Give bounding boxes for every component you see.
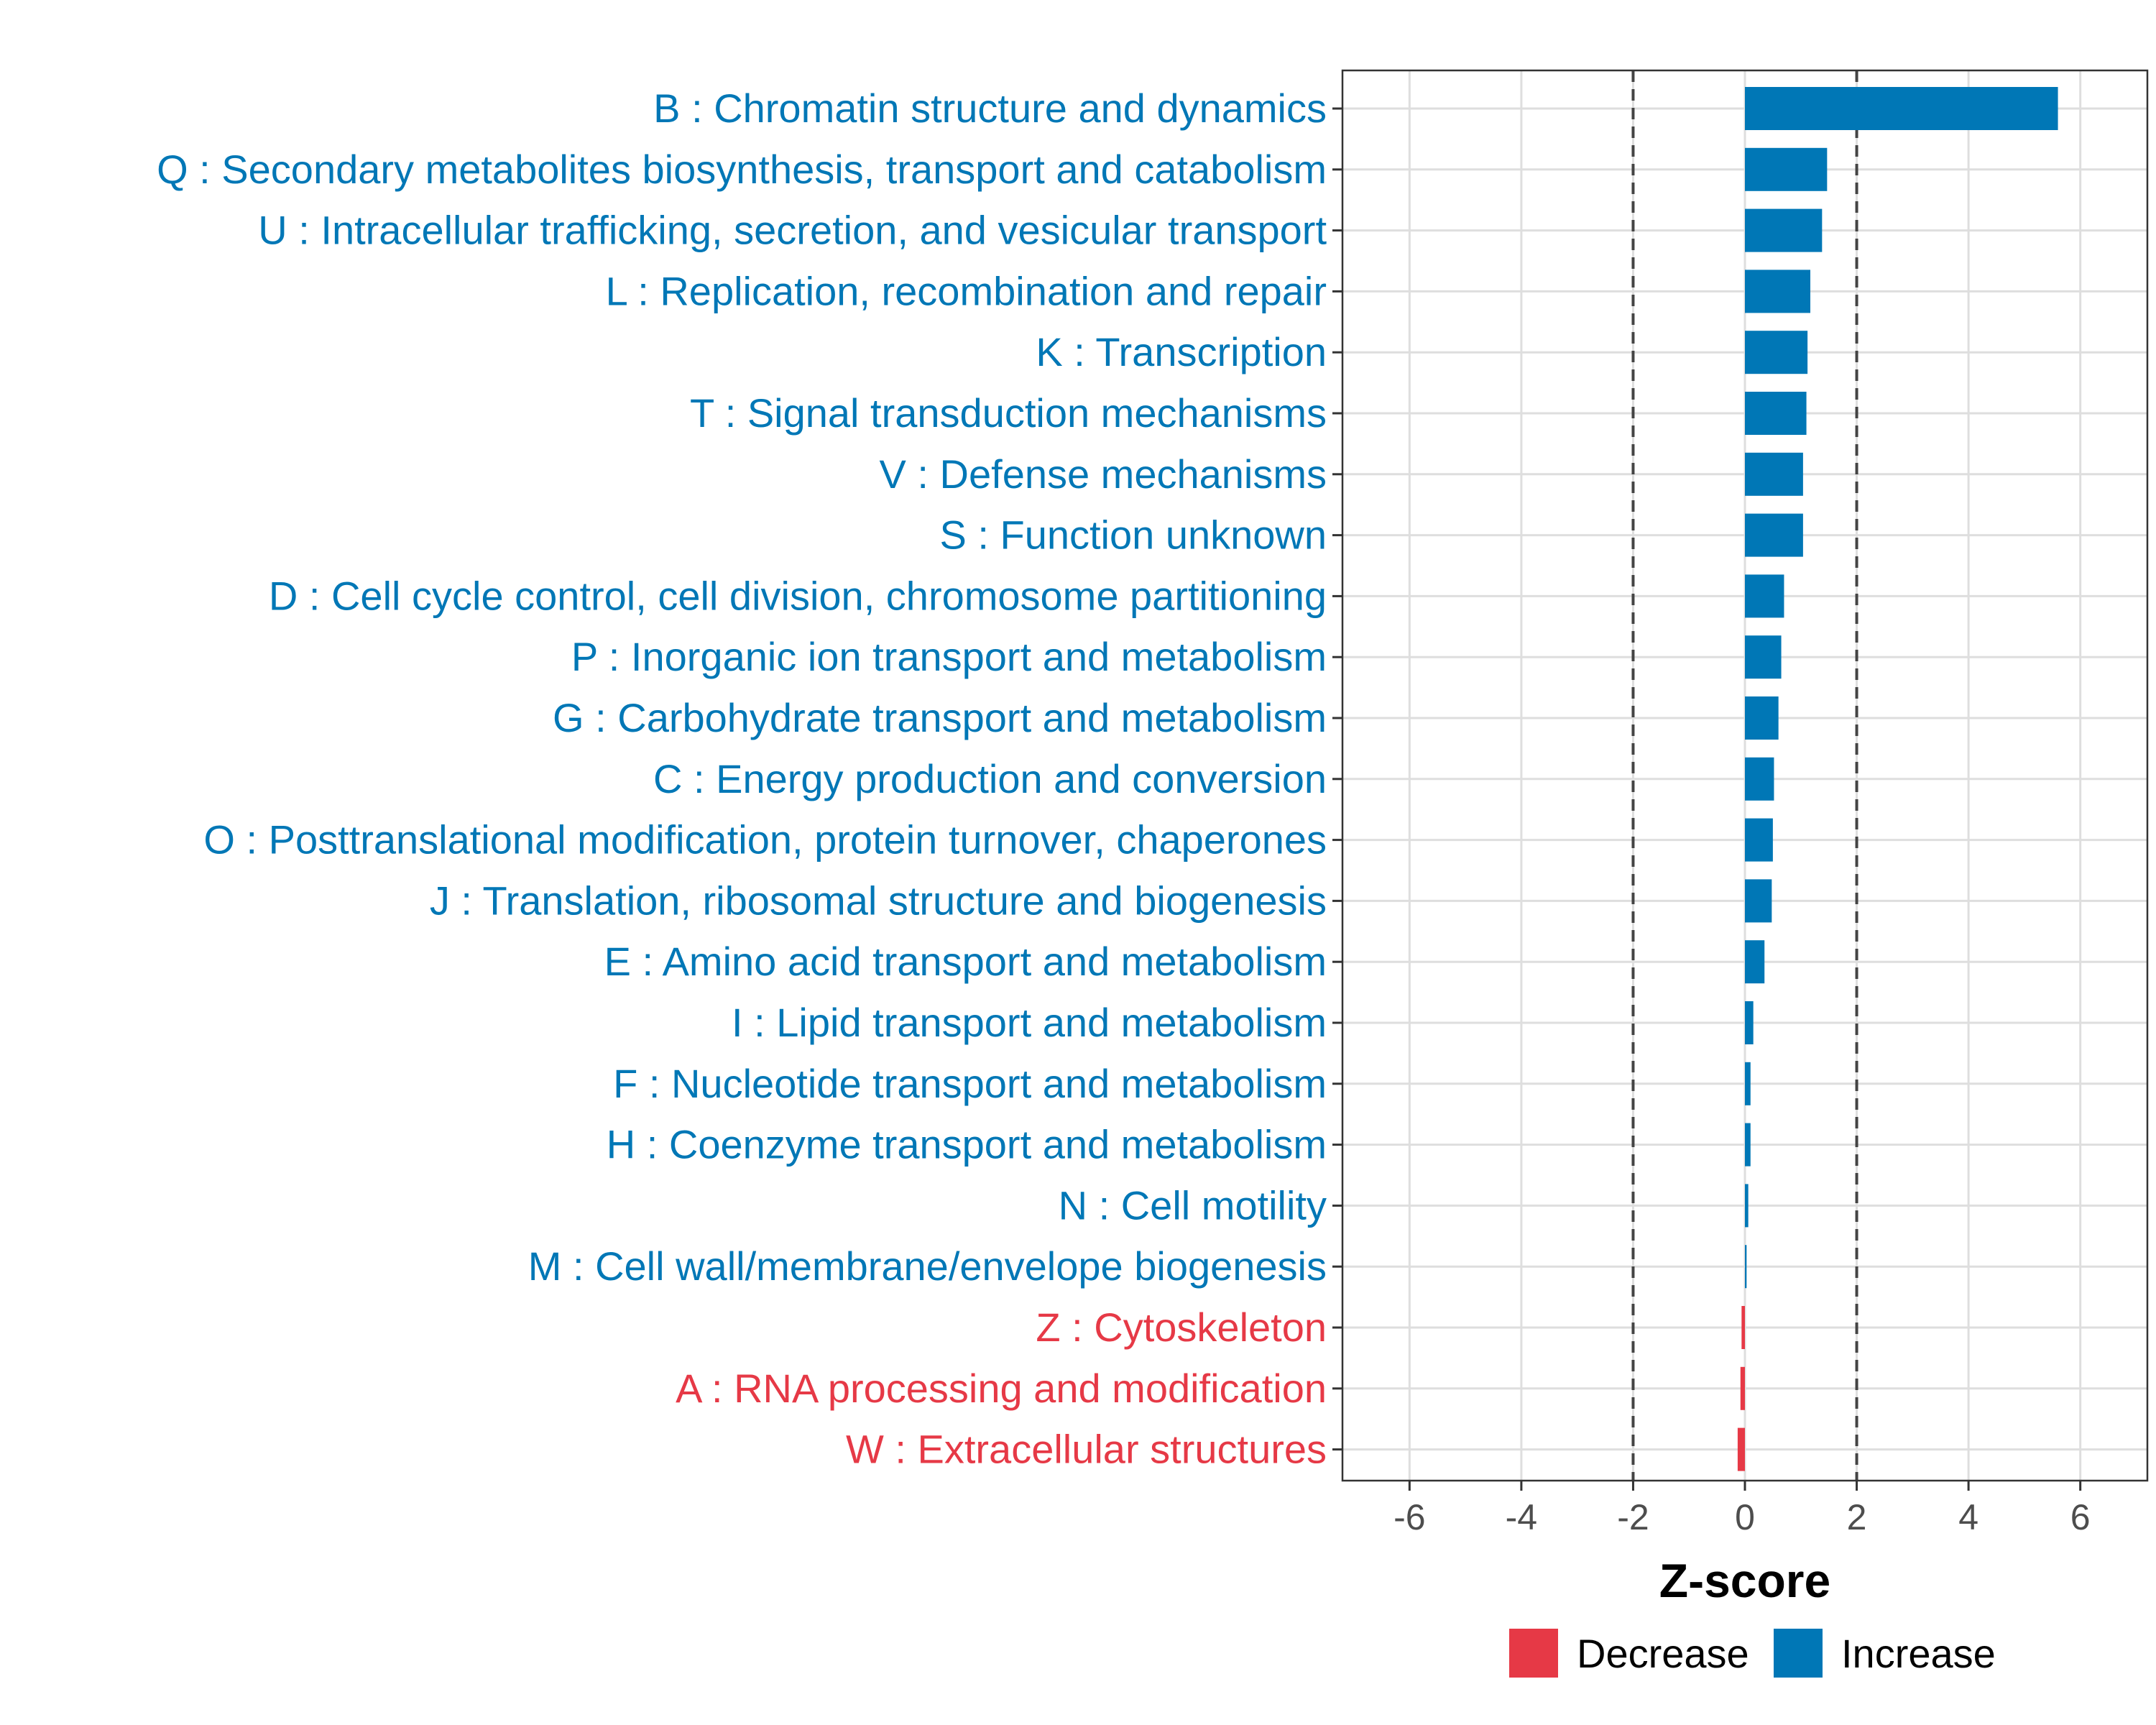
bar-5 (1745, 392, 1807, 435)
category-label-12: O : Posttranslational modification, prot… (203, 817, 1327, 862)
x-tick-label-0: -6 (1393, 1497, 1425, 1537)
legend-label-decrease: Decrease (1577, 1631, 1749, 1676)
bar-4 (1745, 331, 1808, 374)
bar-20 (1741, 1306, 1745, 1349)
category-label-16: F : Nucleotide transport and metabolism (613, 1061, 1327, 1106)
legend-label-increase: Increase (1841, 1631, 1996, 1676)
x-tick-label-2: -2 (1617, 1497, 1649, 1537)
bar-6 (1745, 452, 1803, 496)
category-label-8: D : Cell cycle control, cell division, c… (269, 573, 1327, 618)
category-label-18: N : Cell motility (1059, 1182, 1327, 1228)
bar-19 (1745, 1245, 1747, 1289)
category-label-2: U : Intracellular trafficking, secretion… (258, 208, 1327, 253)
bar-8 (1745, 574, 1784, 618)
bars (1737, 87, 2058, 1471)
bar-14 (1745, 940, 1765, 984)
bar-10 (1745, 696, 1779, 740)
x-axis-title: Z-score (1659, 1554, 1830, 1607)
x-tick-labels: -6 -4 -2 0 2 4 6 (1393, 1497, 2090, 1537)
category-label-7: S : Function unknown (939, 512, 1327, 558)
bar-11 (1745, 757, 1774, 801)
category-label-10: G : Carbohydrate transport and metabolis… (553, 695, 1327, 740)
category-label-21: A : RNA processing and modification (676, 1366, 1327, 1411)
reference-lines (1631, 70, 1858, 1481)
bar-3 (1745, 270, 1810, 313)
bar-15 (1745, 1001, 1754, 1044)
category-label-4: K : Transcription (1036, 329, 1327, 374)
x-tick-label-5: 4 (1958, 1497, 1978, 1537)
category-label-15: I : Lipid transport and metabolism (732, 1000, 1327, 1045)
bar-2 (1745, 208, 1823, 252)
axis-ticks (1332, 107, 2082, 1491)
x-tick-label-4: 2 (1847, 1497, 1867, 1537)
category-label-19: M : Cell wall/membrane/envelope biogenes… (528, 1243, 1327, 1289)
bar-12 (1745, 818, 1773, 862)
legend-swatch-increase (1774, 1629, 1823, 1678)
legend-swatch-decrease (1509, 1629, 1558, 1678)
bar-16 (1745, 1062, 1751, 1105)
category-label-9: P : Inorganic ion transport and metaboli… (571, 634, 1327, 679)
bar-7 (1745, 513, 1803, 557)
bar-13 (1745, 879, 1772, 923)
category-label-5: T : Signal transduction mechanisms (690, 390, 1327, 436)
bar-21 (1740, 1366, 1745, 1410)
category-label-22: W : Extracellular structures (846, 1427, 1327, 1472)
legend: Decrease Increase (1509, 1629, 1996, 1678)
category-label-14: E : Amino acid transport and metabolism (604, 939, 1327, 984)
bar-1 (1745, 147, 1828, 191)
category-label-20: Z : Cytoskeleton (1036, 1305, 1327, 1350)
x-tick-label-3: 0 (1735, 1497, 1755, 1537)
category-label-0: B : Chromatin structure and dynamics (653, 86, 1327, 131)
category-label-13: J : Translation, ribosomal structure and… (430, 878, 1327, 923)
bar-17 (1745, 1123, 1751, 1167)
category-labels: B : Chromatin structure and dynamics Q : … (157, 86, 1327, 1472)
x-tick-label-1: -4 (1506, 1497, 1537, 1537)
category-label-1: Q : Secondary metabolites biosynthesis, … (157, 147, 1327, 192)
bar-9 (1745, 635, 1782, 679)
bar-0 (1745, 87, 2058, 130)
category-label-6: V : Defense mechanisms (880, 451, 1327, 497)
category-label-11: C : Energy production and conversion (653, 756, 1327, 801)
bar-22 (1737, 1427, 1745, 1471)
x-tick-label-6: 6 (2070, 1497, 2091, 1537)
category-label-17: H : Coenzyme transport and metabolism (607, 1122, 1327, 1167)
bar-18 (1745, 1184, 1749, 1228)
category-label-3: L : Replication, recombination and repai… (606, 268, 1327, 313)
